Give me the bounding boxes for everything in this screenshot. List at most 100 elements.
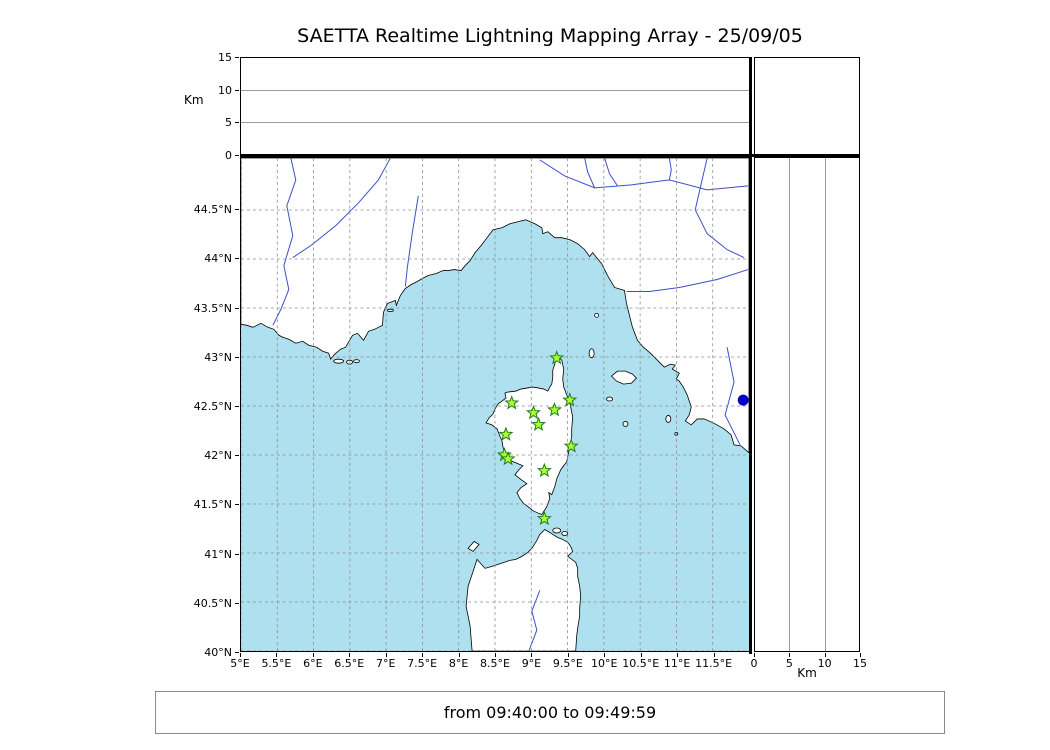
lon-tick-mark (640, 653, 642, 657)
river (604, 158, 618, 187)
lon-tick-label: 11.5°E (695, 657, 733, 670)
lat-tick-label: 40°N (204, 646, 232, 659)
lon-tick-label: 8°E (448, 657, 469, 670)
island-elba (610, 370, 638, 385)
altitude-tick-mark (235, 89, 239, 91)
lon-tick-mark (458, 653, 460, 657)
altitude-tick-mark (235, 122, 239, 124)
map-canvas (241, 158, 749, 651)
lon-tick-label: 9°E (521, 657, 542, 670)
lat-tick-mark (235, 652, 239, 653)
lon-tick-mark (312, 653, 314, 657)
lon-tick-mark (531, 653, 533, 657)
station-marker (563, 438, 579, 453)
lat-tick-mark (235, 553, 239, 555)
right-panel-gridline (789, 158, 791, 651)
right-panel-gridline (824, 158, 826, 651)
event-layer (737, 394, 749, 406)
river (292, 158, 391, 259)
lon-tick-label: 10°E (591, 657, 618, 670)
station-marker (549, 350, 565, 365)
river (528, 590, 541, 651)
river (668, 158, 672, 181)
right-km-tick-mark (754, 653, 755, 657)
lat-tick-label: 44°N (204, 252, 232, 266)
station-marker (500, 451, 516, 466)
right-km-tick-label: 10 (817, 657, 832, 670)
lon-tick-mark (422, 653, 424, 657)
island-capraia (588, 348, 595, 359)
lat-tick-mark (235, 356, 239, 358)
station-marker (504, 395, 520, 410)
lat-tick-label: 44.5°N (193, 203, 232, 217)
station-marker (498, 426, 514, 441)
right-km-tick-label: 5 (785, 657, 793, 670)
station-marker (547, 402, 563, 417)
altitude-tick-mark (235, 155, 239, 156)
lat-tick-mark (235, 406, 239, 408)
river (724, 347, 741, 446)
mainland-coast (241, 158, 749, 454)
lat-tick-label: 42°N (204, 449, 232, 463)
divider-vertical (749, 57, 752, 654)
station-marker (531, 416, 547, 432)
altitude-latitude-panel (754, 157, 860, 652)
lon-tick-mark (385, 653, 387, 657)
top-panel-gridline (241, 122, 749, 124)
island-maddalena-2 (561, 531, 569, 536)
lat-tick-label: 41°N (204, 547, 232, 561)
lon-tick-mark (495, 653, 496, 657)
lon-tick-label: 6°E (303, 657, 323, 670)
lat-tick-label: 41.5°N (193, 498, 232, 512)
altitude-tick-label: 10 (218, 83, 232, 97)
altitude-tick-label: 15 (218, 51, 232, 64)
lat-tick-mark (235, 307, 239, 309)
lat-tick-label: 43°N (204, 350, 232, 364)
island-maddalena (552, 527, 562, 534)
lon-tick-mark (713, 653, 715, 657)
lat-tick-mark (235, 504, 239, 506)
right-km-tick-mark (824, 653, 826, 657)
river (404, 195, 419, 287)
lat-tick-label: 40.5°N (193, 596, 232, 610)
lon-tick-mark (349, 653, 351, 657)
right-km-tick-label: 0 (750, 657, 758, 670)
station-marker (562, 392, 578, 407)
river (694, 158, 745, 259)
right-km-tick-label: 15 (853, 657, 867, 670)
lon-tick-label: 10.5°E (622, 657, 660, 670)
map-panel (240, 157, 750, 652)
altitude-longitude-panel (240, 57, 750, 155)
right-km-tick-mark (789, 653, 791, 657)
island-levant (353, 359, 360, 364)
island-gorgona (594, 312, 599, 318)
time-range-box: from 09:40:00 to 09:49:59 (155, 691, 945, 734)
river (539, 159, 749, 191)
island-giglio (665, 415, 672, 423)
divider-horizontal (240, 154, 860, 157)
lat-tick-mark (235, 602, 239, 604)
lon-tick-mark (677, 653, 679, 657)
altitude-tick-label: 0 (225, 149, 232, 162)
river (272, 158, 297, 326)
stations-layer (496, 350, 579, 526)
altitude-tick-label: 5 (225, 116, 232, 130)
right-km-axis-label: Km (797, 666, 817, 680)
lon-tick-label: 11°E (663, 657, 691, 670)
lon-tick-mark (240, 653, 241, 657)
lon-tick-mark (567, 653, 569, 657)
lon-tick-label: 5.5°E (261, 657, 292, 670)
lat-tick-label: 42.5°N (193, 400, 232, 414)
lon-tick-label: 7°E (375, 657, 396, 670)
lon-tick-label: 7.5°E (407, 657, 438, 670)
station-marker (536, 462, 552, 478)
lon-tick-label: 6.5°E (334, 657, 365, 670)
island-asinara (467, 540, 480, 552)
lon-tick-mark (604, 653, 606, 657)
rivers (272, 158, 749, 651)
island-lerins (387, 308, 394, 312)
lat-tick-label: 43.5°N (193, 301, 232, 315)
island-pianosa (606, 396, 613, 402)
lat-tick-mark (235, 455, 239, 457)
